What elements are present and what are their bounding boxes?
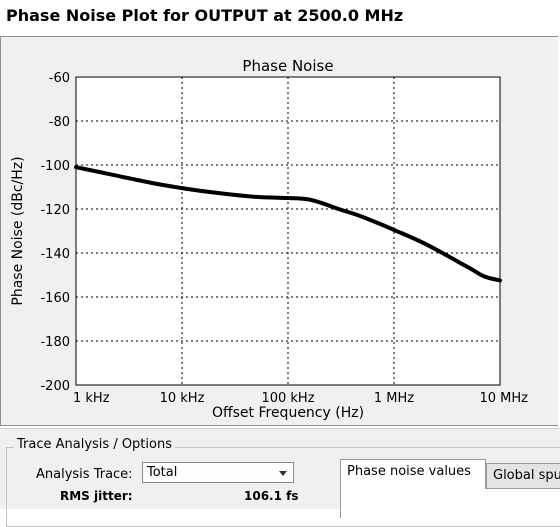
y-tick-label: -100: [40, 159, 70, 174]
x-tick-label: 10 kHz: [160, 391, 205, 406]
trace-analysis-title: Trace Analysis / Options: [14, 437, 175, 452]
chevron-down-icon[interactable]: [279, 471, 287, 476]
y-tick-label: -60: [49, 71, 70, 86]
x-tick-label: 1 kHz: [73, 391, 110, 406]
x-axis-label: Offset Frequency (Hz): [212, 405, 364, 421]
x-tick-label: 1 MHz: [374, 391, 414, 406]
analysis-trace-value: Total: [147, 465, 178, 480]
tab-content: [340, 488, 560, 518]
rms-jitter-label: RMS jitter:: [60, 489, 133, 503]
tick-labels: 1 kHz 10 kHz 100 kHz 1 MHz 10 MHz -60 -80 -100 -…: [40, 71, 528, 406]
trace-options-panel: Trace Analysis / Options Analysis Trace:…: [0, 428, 560, 527]
analysis-trace-select[interactable]: Total: [142, 462, 294, 483]
plot-panel: 1 kHz 10 kHz 100 kHz 1 MHz 10 MHz -60 -80 -100 -…: [0, 36, 558, 426]
rms-jitter-value: 106.1 fs: [244, 489, 299, 503]
y-tick-label: -80: [49, 115, 70, 130]
y-tick-label: -200: [40, 379, 70, 394]
tab-phase-noise-values[interactable]: Phase noise values: [340, 459, 486, 489]
y-tick-label: -180: [40, 335, 70, 350]
analysis-trace-label: Analysis Trace:: [36, 467, 133, 482]
grid-lines: [76, 77, 500, 385]
y-tick-label: -140: [40, 247, 70, 262]
x-tick-label: 100 kHz: [261, 391, 314, 406]
y-tick-label: -120: [40, 203, 70, 218]
y-axis-label: Phase Noise (dBc/Hz): [10, 156, 26, 305]
phase-noise-chart: 1 kHz 10 kHz 100 kHz 1 MHz 10 MHz -60 -80 -100 -…: [10, 57, 528, 421]
x-tick-label: 10 MHz: [480, 391, 529, 406]
phase-noise-trace: [74, 165, 502, 283]
y-tick-label: -160: [40, 291, 70, 306]
chart-title: Phase Noise: [242, 57, 333, 75]
tab-global-spurs[interactable]: Global spu: [486, 463, 560, 489]
plot-border: [75, 76, 501, 386]
window-title: Phase Noise Plot for OUTPUT at 2500.0 MH…: [6, 6, 404, 25]
